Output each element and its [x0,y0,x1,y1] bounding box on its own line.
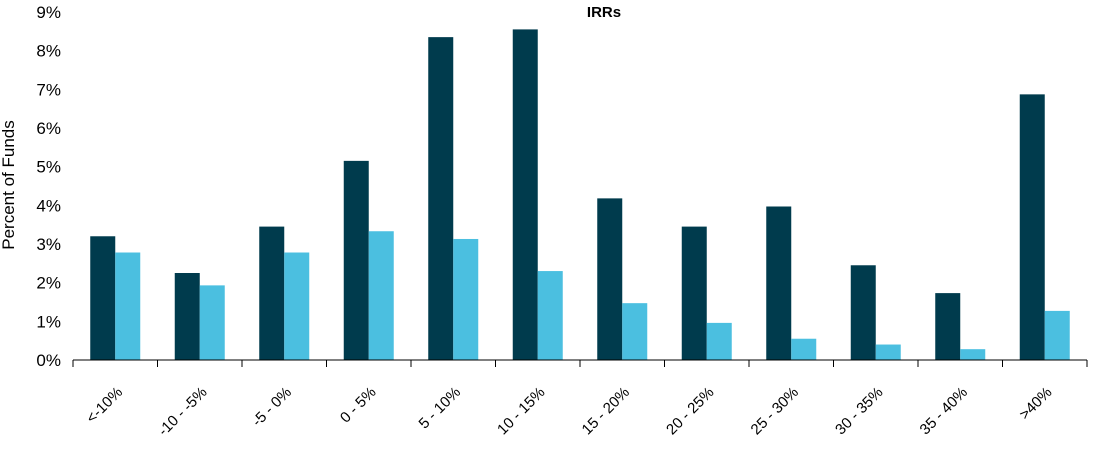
y-tick-label: 6% [36,119,61,138]
bar-series-1 [259,226,285,360]
bar-series-1 [428,37,454,361]
bar-series-1 [174,273,200,360]
bar-series-2 [1044,310,1070,360]
bar-series-1 [766,206,792,360]
bar-series-2 [622,303,648,360]
y-tick-label: 0% [36,351,61,370]
x-category-label: -5 - 0% [249,384,295,430]
bar-series-1 [597,198,623,360]
x-category-label: 10 - 15% [494,384,548,438]
chart-title: IRRs [587,4,621,21]
bar-series-1 [1019,94,1045,361]
x-category-label: 35 - 40% [917,384,971,438]
y-tick-label: 5% [36,158,61,177]
x-category-label: 20 - 25% [663,384,717,438]
bar-series-1 [935,293,961,360]
x-category-label: 15 - 20% [579,384,633,438]
bar-series-2 [453,238,479,360]
x-category-label: 30 - 35% [832,384,886,438]
y-tick-label: 8% [36,42,61,61]
bar-series-2 [706,322,732,360]
x-category-label: 5 - 10% [415,384,464,433]
y-tick-label: 9% [36,3,61,22]
bar-series-2 [199,285,225,360]
bar-series-1 [343,160,369,360]
x-axis-category-labels: <-10% -10 - -5% -5 - 0% 0 - 5% 5 - 10% 10 - 1… [83,384,1055,440]
y-tick-label: 7% [36,80,61,99]
y-tick-label: 3% [36,235,61,254]
y-tick-label: 4% [36,196,61,215]
x-category-label: -10 - -5% [155,384,211,440]
x-category-label: 25 - 30% [748,384,802,438]
bar-series-2 [284,252,310,360]
x-axis-ticks [72,360,1088,367]
x-category-label: >40% [1016,384,1055,423]
x-category-label: <-10% [83,384,126,427]
bars-group [90,29,1070,361]
bar-series-1 [512,29,538,361]
bar-series-2 [875,344,901,360]
y-tick-label: 2% [36,274,61,293]
bar-series-1 [850,265,876,360]
bar-series-2 [791,338,817,360]
bar-series-1 [90,236,116,360]
x-category-label: 0 - 5% [337,384,380,427]
bar-series-2 [537,271,563,360]
bar-series-1 [681,226,707,360]
bar-series-2 [368,231,394,360]
bar-series-2 [115,252,141,360]
y-axis-title: Percent of Funds [0,120,18,249]
y-axis-tick-labels: 0% 1% 2% 3% 4% 5% 6% 7% 8% 9% [36,3,61,370]
bar-series-2 [960,349,986,360]
y-tick-label: 1% [36,312,61,331]
